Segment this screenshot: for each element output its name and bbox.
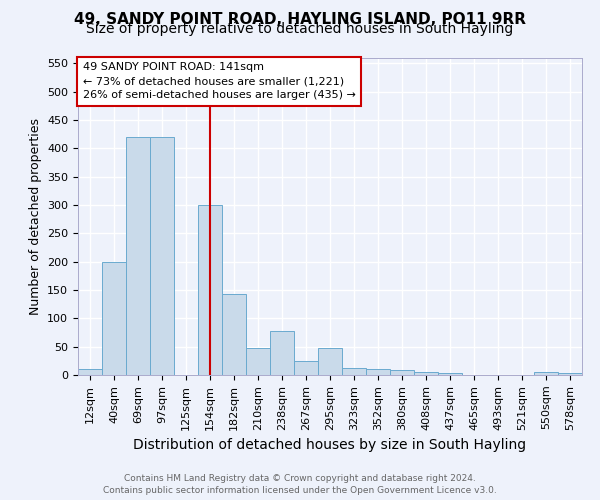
Bar <box>198 205 222 375</box>
Bar <box>390 370 414 375</box>
Bar <box>318 348 342 375</box>
Bar <box>414 372 438 375</box>
Bar <box>126 137 150 375</box>
Bar <box>270 331 294 375</box>
Text: Contains HM Land Registry data © Crown copyright and database right 2024.
Contai: Contains HM Land Registry data © Crown c… <box>103 474 497 495</box>
Bar <box>294 361 318 375</box>
X-axis label: Distribution of detached houses by size in South Hayling: Distribution of detached houses by size … <box>133 438 527 452</box>
Bar <box>78 370 102 375</box>
Bar <box>558 374 582 375</box>
Text: 49 SANDY POINT ROAD: 141sqm
← 73% of detached houses are smaller (1,221)
26% of : 49 SANDY POINT ROAD: 141sqm ← 73% of det… <box>83 62 356 100</box>
Bar <box>150 137 174 375</box>
Bar <box>246 348 270 375</box>
Y-axis label: Number of detached properties: Number of detached properties <box>29 118 41 315</box>
Text: Size of property relative to detached houses in South Hayling: Size of property relative to detached ho… <box>86 22 514 36</box>
Text: 49, SANDY POINT ROAD, HAYLING ISLAND, PO11 9RR: 49, SANDY POINT ROAD, HAYLING ISLAND, PO… <box>74 12 526 28</box>
Bar <box>102 262 126 375</box>
Bar <box>438 374 462 375</box>
Bar <box>342 368 366 375</box>
Bar <box>534 372 558 375</box>
Bar <box>366 370 390 375</box>
Bar <box>222 294 246 375</box>
